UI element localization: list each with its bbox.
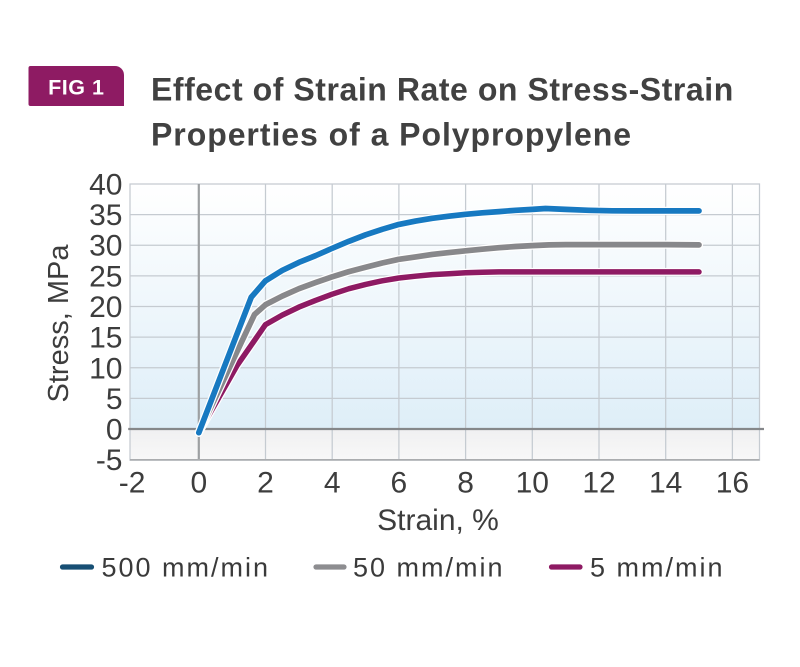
- svg-text:20: 20: [89, 291, 122, 324]
- svg-text:Stress, MPa: Stress, MPa: [43, 244, 75, 403]
- svg-text:-5: -5: [96, 444, 123, 477]
- svg-text:12: 12: [582, 467, 615, 500]
- svg-text:8: 8: [457, 467, 474, 500]
- svg-text:Properties of a Polypropylene: Properties of a Polypropylene: [151, 117, 632, 153]
- svg-text:-2: -2: [119, 467, 146, 500]
- svg-text:2: 2: [257, 467, 274, 500]
- svg-text:16: 16: [716, 467, 749, 500]
- svg-text:5 mm/min: 5 mm/min: [590, 553, 725, 583]
- svg-text:40: 40: [89, 169, 122, 202]
- svg-text:Effect of Strain Rate on Stres: Effect of Strain Rate on Stress-Strain: [151, 72, 734, 108]
- svg-text:6: 6: [391, 467, 408, 500]
- svg-text:Strain, %: Strain, %: [377, 504, 499, 537]
- svg-text:FIG 1: FIG 1: [48, 75, 104, 99]
- svg-text:500 mm/min: 500 mm/min: [102, 553, 271, 583]
- svg-text:50 mm/min: 50 mm/min: [353, 553, 505, 583]
- svg-text:35: 35: [89, 199, 122, 232]
- svg-text:0: 0: [190, 467, 207, 500]
- svg-text:14: 14: [649, 467, 682, 500]
- svg-text:4: 4: [324, 467, 341, 500]
- svg-text:25: 25: [89, 260, 122, 293]
- svg-text:10: 10: [516, 467, 549, 500]
- svg-text:10: 10: [89, 352, 122, 385]
- svg-text:15: 15: [89, 322, 122, 355]
- svg-text:5: 5: [106, 383, 123, 416]
- svg-text:30: 30: [89, 230, 122, 263]
- svg-text:0: 0: [106, 414, 123, 447]
